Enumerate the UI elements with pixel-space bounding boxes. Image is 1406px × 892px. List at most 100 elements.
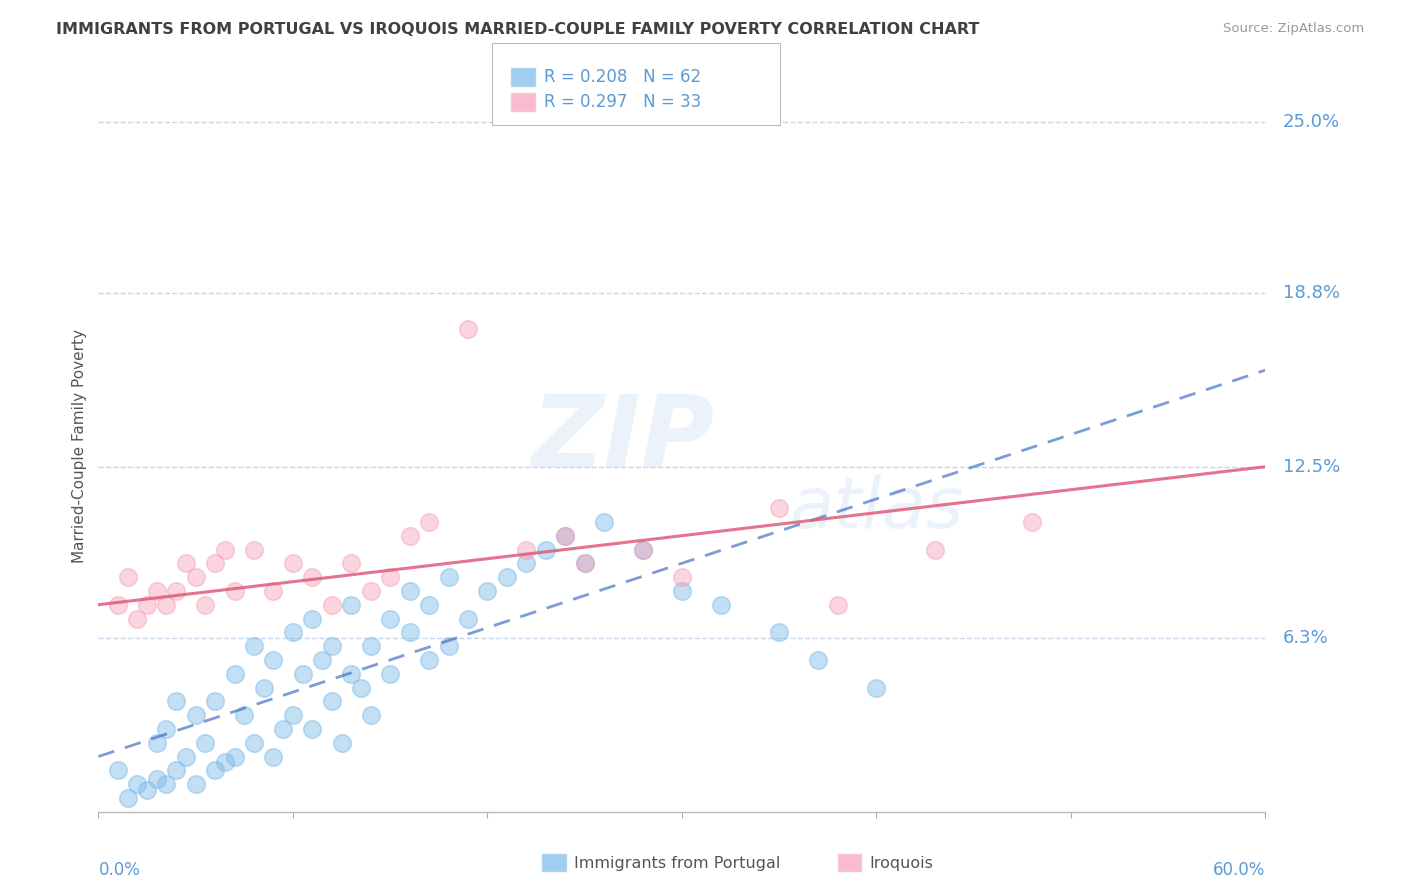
Point	[593, 515, 616, 529]
Point	[146, 736, 169, 750]
Point	[671, 570, 693, 584]
Point	[136, 782, 159, 797]
Point	[340, 557, 363, 571]
Point	[554, 529, 576, 543]
Point	[768, 625, 790, 640]
Point	[515, 542, 537, 557]
Point	[146, 772, 169, 786]
Point	[574, 557, 596, 571]
Point	[477, 583, 499, 598]
Point	[574, 557, 596, 571]
Point	[136, 598, 159, 612]
Point	[457, 321, 479, 335]
Point	[184, 708, 207, 723]
Text: 25.0%: 25.0%	[1282, 112, 1340, 131]
Point	[243, 736, 266, 750]
Point	[330, 736, 353, 750]
Point	[155, 777, 177, 791]
Point	[184, 777, 207, 791]
Text: 6.3%: 6.3%	[1282, 629, 1329, 647]
Point	[671, 583, 693, 598]
Point	[224, 583, 246, 598]
Point	[398, 583, 420, 598]
Point	[360, 708, 382, 723]
Point	[1021, 515, 1043, 529]
Point	[281, 557, 304, 571]
Point	[321, 598, 343, 612]
Point	[165, 583, 187, 598]
Text: 0.0%: 0.0%	[98, 862, 141, 880]
Point	[214, 755, 236, 769]
Point	[165, 694, 187, 708]
Point	[224, 666, 246, 681]
Point	[291, 666, 314, 681]
Text: Immigrants from Portugal: Immigrants from Portugal	[574, 856, 780, 871]
Point	[262, 583, 284, 598]
Point	[710, 598, 733, 612]
Point	[924, 542, 946, 557]
Point	[224, 749, 246, 764]
Point	[214, 542, 236, 557]
Point	[380, 570, 402, 584]
Point	[380, 666, 402, 681]
Point	[418, 598, 440, 612]
Point	[631, 542, 654, 557]
Point	[253, 681, 276, 695]
Point	[301, 570, 323, 584]
Point	[271, 722, 294, 736]
Text: Iroquois: Iroquois	[869, 856, 932, 871]
Text: R = 0.297   N = 33: R = 0.297 N = 33	[544, 93, 702, 111]
Point	[204, 694, 226, 708]
Point	[321, 694, 343, 708]
Point	[380, 611, 402, 625]
Point	[107, 598, 129, 612]
Point	[127, 611, 149, 625]
Point	[165, 764, 187, 778]
Point	[117, 791, 139, 805]
Y-axis label: Married-Couple Family Poverty: Married-Couple Family Poverty	[72, 329, 87, 563]
Point	[418, 653, 440, 667]
Point	[204, 557, 226, 571]
Point	[437, 639, 460, 653]
Point	[146, 583, 169, 598]
Point	[233, 708, 256, 723]
Point	[768, 501, 790, 516]
Point	[827, 598, 849, 612]
Point	[360, 583, 382, 598]
Point	[350, 681, 373, 695]
Point	[174, 557, 197, 571]
Point	[865, 681, 887, 695]
Point	[418, 515, 440, 529]
Point	[534, 542, 557, 557]
Point	[807, 653, 830, 667]
Point	[281, 708, 304, 723]
Point	[554, 529, 576, 543]
Point	[496, 570, 519, 584]
Point	[243, 639, 266, 653]
Text: 60.0%: 60.0%	[1213, 862, 1265, 880]
Text: 12.5%: 12.5%	[1282, 458, 1340, 475]
Point	[398, 529, 420, 543]
Point	[107, 764, 129, 778]
Point	[174, 749, 197, 764]
Text: atlas: atlas	[789, 474, 963, 542]
Point	[117, 570, 139, 584]
Text: R = 0.208   N = 62: R = 0.208 N = 62	[544, 68, 702, 86]
Point	[301, 722, 323, 736]
Point	[360, 639, 382, 653]
Point	[437, 570, 460, 584]
Point	[204, 764, 226, 778]
Point	[321, 639, 343, 653]
Point	[340, 666, 363, 681]
Text: Source: ZipAtlas.com: Source: ZipAtlas.com	[1223, 22, 1364, 36]
Point	[194, 736, 217, 750]
Point	[262, 749, 284, 764]
Point	[311, 653, 333, 667]
Point	[398, 625, 420, 640]
Point	[194, 598, 217, 612]
Point	[340, 598, 363, 612]
Point	[155, 598, 177, 612]
Point	[155, 722, 177, 736]
Text: IMMIGRANTS FROM PORTUGAL VS IROQUOIS MARRIED-COUPLE FAMILY POVERTY CORRELATION C: IMMIGRANTS FROM PORTUGAL VS IROQUOIS MAR…	[56, 22, 980, 37]
Text: 18.8%: 18.8%	[1282, 284, 1340, 301]
